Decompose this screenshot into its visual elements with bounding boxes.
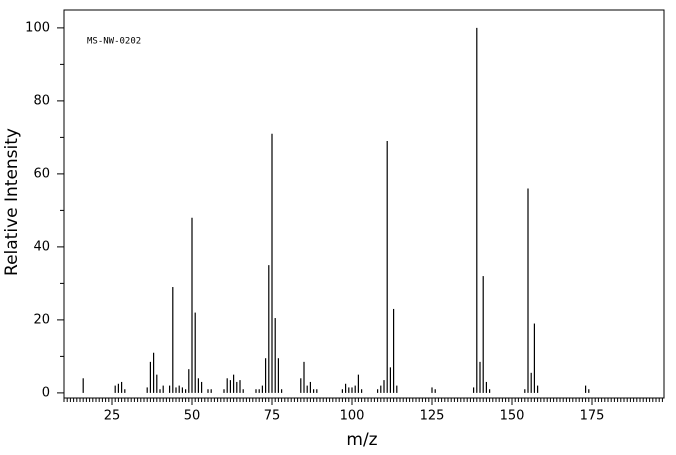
- x-tick-label: 25: [104, 409, 121, 424]
- y-tick-label: 20: [33, 312, 50, 327]
- x-tick-label: 125: [420, 409, 445, 424]
- y-tick-label: 80: [33, 93, 50, 108]
- plot-frame: [63, 9, 665, 399]
- x-tick-label: 75: [264, 409, 281, 424]
- y-tick-label: 40: [33, 239, 50, 254]
- annotation: MS-NW-0202: [87, 37, 141, 47]
- x-tick-label: 150: [500, 409, 525, 424]
- x-axis-label: m/z: [346, 430, 377, 450]
- x-tick-label: 100: [340, 409, 365, 424]
- y-tick-label: 0: [42, 385, 50, 400]
- y-tick-label: 100: [25, 20, 50, 35]
- y-tick-label: 60: [33, 166, 50, 181]
- y-axis-label: Relative Intensity: [2, 128, 22, 276]
- x-tick-label: 50: [184, 409, 201, 424]
- x-tick-label: 175: [580, 409, 605, 424]
